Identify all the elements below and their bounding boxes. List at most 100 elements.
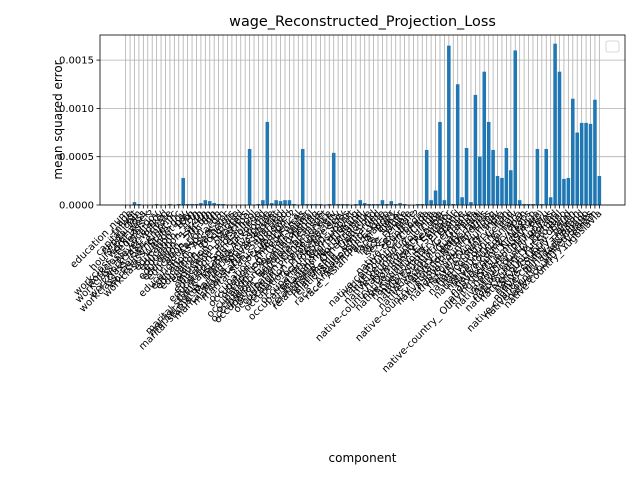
bar	[305, 204, 309, 205]
bar	[557, 71, 562, 205]
bar	[314, 204, 318, 205]
bar	[420, 204, 425, 205]
bar	[424, 149, 429, 205]
bar	[309, 204, 314, 205]
bar	[517, 200, 522, 205]
grid	[100, 35, 625, 206]
bar	[371, 204, 376, 205]
bar	[509, 170, 513, 205]
bar	[548, 197, 553, 205]
bar	[504, 148, 509, 205]
bar	[194, 204, 199, 205]
bar	[593, 99, 597, 205]
bar	[455, 84, 460, 205]
x-axis-label: component	[329, 451, 397, 465]
bar	[247, 148, 252, 205]
bar	[362, 203, 367, 205]
bar	[579, 122, 584, 205]
bar	[464, 148, 469, 205]
bar	[402, 204, 407, 205]
bar	[380, 200, 385, 205]
bar	[438, 121, 442, 205]
bar	[597, 176, 602, 205]
bar	[287, 200, 292, 205]
bar	[526, 204, 531, 205]
bar	[269, 203, 274, 205]
bar	[478, 156, 482, 205]
bar	[522, 204, 526, 205]
bar	[393, 204, 398, 205]
bar	[571, 98, 575, 205]
bar	[588, 123, 593, 205]
bar	[181, 177, 185, 205]
bar	[584, 122, 588, 205]
bar	[486, 121, 491, 205]
bar	[513, 50, 518, 205]
bar	[398, 203, 402, 205]
chart-title: wage_Reconstructed_Projection_Loss	[229, 14, 496, 30]
bar	[442, 200, 447, 205]
bar	[283, 200, 287, 205]
bar	[500, 177, 504, 205]
bar	[482, 71, 487, 205]
bar	[199, 203, 203, 205]
bar	[473, 94, 478, 205]
bar	[300, 148, 305, 205]
bar	[336, 204, 340, 205]
bars	[132, 43, 602, 206]
legend	[605, 40, 620, 53]
bar	[256, 204, 261, 205]
bar	[190, 204, 194, 205]
bar	[416, 204, 420, 205]
bar	[531, 204, 535, 205]
bar	[575, 132, 579, 205]
y-tick-label: 0.0005	[59, 152, 94, 163]
y-tick-label: 0.0000	[59, 201, 94, 212]
bar	[495, 176, 500, 205]
bar	[566, 177, 571, 205]
bar	[544, 148, 549, 205]
bar	[553, 43, 557, 206]
bar	[292, 204, 296, 205]
bar	[447, 45, 451, 205]
bar	[358, 200, 363, 205]
bar	[265, 121, 270, 205]
bar	[491, 149, 495, 205]
bar	[154, 204, 159, 205]
y-axis-label: mean squared error	[51, 60, 65, 179]
bar	[562, 178, 566, 205]
bar	[168, 204, 172, 205]
bar	[389, 201, 394, 205]
bar	[207, 201, 212, 205]
bar	[221, 204, 225, 205]
bar	[203, 200, 208, 205]
bar	[327, 204, 332, 205]
bar	[460, 197, 464, 205]
bar	[261, 200, 265, 205]
bar	[274, 200, 278, 205]
bar	[278, 201, 283, 205]
bar	[318, 204, 323, 205]
y-tick-label: 0.0015	[59, 56, 94, 67]
bar	[367, 204, 371, 205]
y-tick-label: 0.0010	[59, 104, 94, 115]
bar	[331, 152, 336, 205]
bar	[469, 202, 473, 205]
bar	[137, 204, 141, 205]
bar	[385, 204, 389, 205]
bar	[376, 204, 380, 205]
bar	[176, 204, 181, 205]
plot-frame	[99, 34, 626, 206]
bar	[185, 204, 190, 205]
bar	[540, 204, 544, 205]
axes: 0.00000.00050.00100.0015education_numage…	[59, 56, 604, 375]
bar	[354, 204, 358, 205]
bar	[132, 202, 137, 205]
bar	[216, 204, 221, 205]
bar	[451, 204, 456, 205]
bar	[345, 204, 349, 205]
bar	[212, 203, 216, 205]
bar	[340, 204, 345, 205]
